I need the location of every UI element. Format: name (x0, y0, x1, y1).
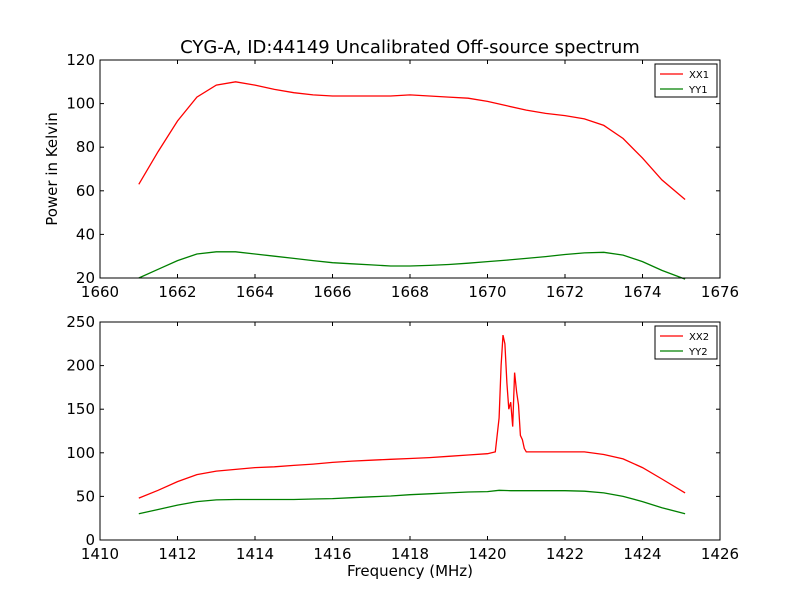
series-line-xx2 (138, 334, 686, 499)
y-tick-label: 100 (66, 95, 95, 113)
x-tick-label: 1414 (236, 545, 274, 563)
y-tick-label: 250 (66, 313, 95, 331)
y-tick-label: 0 (85, 531, 95, 549)
y-tick-label: 80 (76, 138, 95, 156)
x-axis-label-bottom: Frequency (MHz) (347, 562, 473, 580)
lower-plot: 1410 1412 1414 1416 1418 1420 1422 1424 1426 0 50 1… (66, 313, 739, 563)
y-tick-label: 150 (66, 400, 95, 418)
y-tick-label: 50 (76, 487, 95, 505)
x-tick-label: 1660 (81, 283, 119, 301)
x-tick-label: 1664 (236, 283, 274, 301)
x-tick-label: 1670 (468, 283, 506, 301)
plot-frame (99, 321, 721, 541)
y-tick-label: 120 (66, 51, 95, 69)
x-tick-label: 1672 (546, 283, 584, 301)
x-tick-label: 1676 (701, 283, 739, 301)
x-tick-label: 1674 (623, 283, 661, 301)
x-tick-label: 1426 (701, 545, 739, 563)
legend-label-yy1: YY1 (688, 85, 708, 96)
legend-box (654, 325, 718, 360)
x-tick-label: 1412 (158, 545, 196, 563)
x-tick-label: 1422 (546, 545, 584, 563)
series-line-xx1 (138, 81, 686, 200)
y-tick-label: 200 (66, 357, 95, 375)
x-tick-label: 1418 (391, 545, 429, 563)
legend-label-xx1: XX1 (689, 70, 709, 81)
chart-title: CYG-A, ID:44149 Uncalibrated Off-source … (180, 37, 640, 58)
plot-frame (99, 59, 721, 279)
x-tick-label: 1416 (313, 545, 351, 563)
y-tick-label: 100 (66, 444, 95, 462)
legend-box (654, 63, 718, 98)
y-axis-label-top: Power in Kelvin (43, 112, 61, 226)
x-tick-label: 1666 (313, 283, 351, 301)
y-tick-label: 40 (76, 225, 95, 243)
series-line-yy1 (138, 251, 686, 280)
x-tick-label: 1668 (391, 283, 429, 301)
legend-label-xx2: XX2 (689, 332, 709, 343)
x-tick-label: 1420 (468, 545, 506, 563)
y-tick-label: 60 (76, 182, 95, 200)
x-tick-label: 1424 (623, 545, 661, 563)
series-line-yy2 (138, 489, 686, 515)
x-tick-label: 1662 (158, 283, 196, 301)
x-tick-label: 1410 (81, 545, 119, 563)
upper-plot: 1660 1662 1664 1666 1668 1670 1672 1674 1676 20 40… (66, 51, 739, 301)
y-tick-label: 20 (76, 269, 95, 287)
legend-label-yy2: YY2 (688, 347, 708, 358)
